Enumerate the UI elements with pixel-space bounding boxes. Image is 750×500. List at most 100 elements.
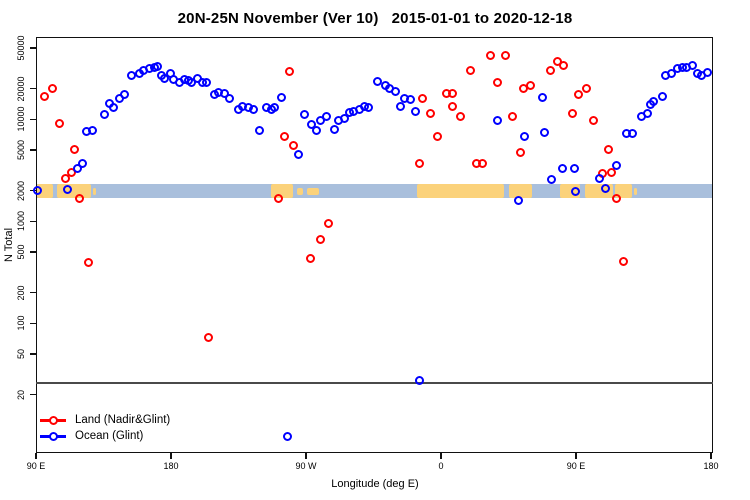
- legend-item-ocean: Ocean (Glint): [40, 428, 170, 444]
- y-tick: [30, 251, 36, 253]
- x-tick-label: 90 W: [295, 461, 317, 471]
- data-point-ocean: [390, 86, 400, 96]
- data-point-ocean: [594, 173, 604, 183]
- data-point-land: [525, 81, 535, 91]
- data-point-land: [604, 144, 614, 154]
- data-point-land: [418, 93, 428, 103]
- land-marker-icon: [40, 415, 66, 425]
- data-point-ocean: [649, 96, 659, 106]
- data-point-ocean: [492, 116, 502, 126]
- data-point-ocean: [539, 127, 549, 137]
- data-point-land: [574, 89, 584, 99]
- y-tick: [30, 220, 36, 223]
- legend: Land (Nadir&Glint) Ocean (Glint): [40, 412, 170, 444]
- data-point-ocean: [306, 120, 316, 130]
- data-point-ocean: [276, 92, 286, 102]
- data-point-land: [40, 91, 50, 101]
- data-point-ocean: [160, 73, 170, 83]
- data-point-land: [323, 218, 333, 228]
- y-tick-label: 20000: [16, 76, 26, 102]
- y-tick-label: 20: [16, 389, 26, 400]
- y-tick-label: 500: [16, 244, 26, 260]
- y-tick: [30, 149, 36, 151]
- y-tick-label: 100: [16, 315, 26, 331]
- data-point-ocean: [329, 124, 339, 134]
- data-point-ocean: [201, 78, 211, 88]
- data-point-ocean: [405, 94, 415, 104]
- data-point-ocean: [601, 183, 611, 193]
- world-map-band-land-patch: [509, 184, 532, 199]
- y-axis-title: N Total: [3, 227, 15, 263]
- data-point-ocean: [702, 68, 712, 78]
- data-point-ocean: [657, 91, 667, 101]
- data-point-land: [279, 131, 289, 141]
- y-tick: [30, 291, 36, 294]
- data-point-land: [60, 173, 70, 183]
- data-point-land: [69, 144, 79, 154]
- chart-title: 20N-25N November (Ver 10) 2015-01-01 to …: [177, 10, 573, 27]
- data-point-ocean: [513, 195, 523, 205]
- x-tick: [170, 453, 172, 459]
- world-map-band-land-patch: [296, 188, 303, 195]
- data-point-ocean: [372, 77, 382, 87]
- legend-label-ocean: Ocean (Glint): [75, 430, 144, 442]
- data-point-land: [515, 148, 525, 158]
- data-point-land: [508, 111, 518, 121]
- data-point-ocean: [293, 149, 303, 159]
- data-point-ocean: [538, 92, 548, 102]
- y-tick-label: 50000: [16, 35, 26, 61]
- y-tick: [30, 393, 36, 396]
- data-point-ocean: [283, 431, 293, 441]
- world-map-band-ocean: [37, 184, 712, 199]
- y-tick: [30, 47, 36, 49]
- y-tick: [30, 322, 36, 325]
- world-map-band-land-patch: [56, 184, 91, 199]
- data-point-land: [465, 66, 475, 76]
- data-point-land: [203, 332, 213, 342]
- data-point-land: [545, 66, 555, 76]
- y-tick-label: 5000: [16, 139, 26, 161]
- data-point-land: [74, 194, 84, 204]
- data-point-ocean: [557, 163, 567, 173]
- data-point-ocean: [627, 128, 637, 138]
- x-tick-label: 180: [703, 461, 719, 471]
- data-point-ocean: [321, 111, 331, 121]
- data-point-ocean: [224, 93, 234, 103]
- data-point-ocean: [311, 125, 321, 135]
- data-point-ocean: [395, 101, 405, 111]
- y-tick-label: 1000: [16, 211, 26, 232]
- x-tick: [440, 453, 442, 459]
- data-point-ocean: [642, 109, 652, 119]
- data-point-land: [485, 51, 495, 61]
- data-point-ocean: [364, 103, 374, 113]
- world-map-band-land-patch: [634, 188, 637, 195]
- world-map-band-land-patch: [416, 184, 504, 199]
- data-point-ocean: [254, 125, 264, 135]
- data-point-ocean: [667, 69, 677, 79]
- x-tick-label: 180: [163, 461, 179, 471]
- data-point-land: [447, 101, 457, 111]
- data-point-ocean: [72, 163, 82, 173]
- data-point-land: [284, 67, 294, 77]
- data-point-ocean: [77, 159, 87, 169]
- data-point-land: [54, 118, 64, 128]
- data-point-land: [67, 168, 77, 178]
- data-point-land: [425, 109, 435, 119]
- x-axis-title: Longitude (deg E): [331, 478, 419, 490]
- data-point-land: [552, 56, 562, 66]
- data-point-land: [448, 88, 458, 98]
- data-point-ocean: [569, 163, 579, 173]
- data-point-land: [47, 83, 57, 93]
- y-tick-label: 200: [16, 285, 26, 301]
- legend-label-land: Land (Nadir&Glint): [75, 414, 171, 426]
- data-point-land: [433, 131, 443, 141]
- data-point-land: [477, 159, 487, 169]
- data-point-ocean: [119, 89, 129, 99]
- x-tick-label: 0: [438, 461, 444, 471]
- data-point-land: [589, 116, 599, 126]
- x-tick: [35, 453, 37, 459]
- plot-area: [32, 37, 713, 453]
- y-tick-label: 2000: [16, 180, 26, 201]
- data-point-ocean: [299, 110, 309, 120]
